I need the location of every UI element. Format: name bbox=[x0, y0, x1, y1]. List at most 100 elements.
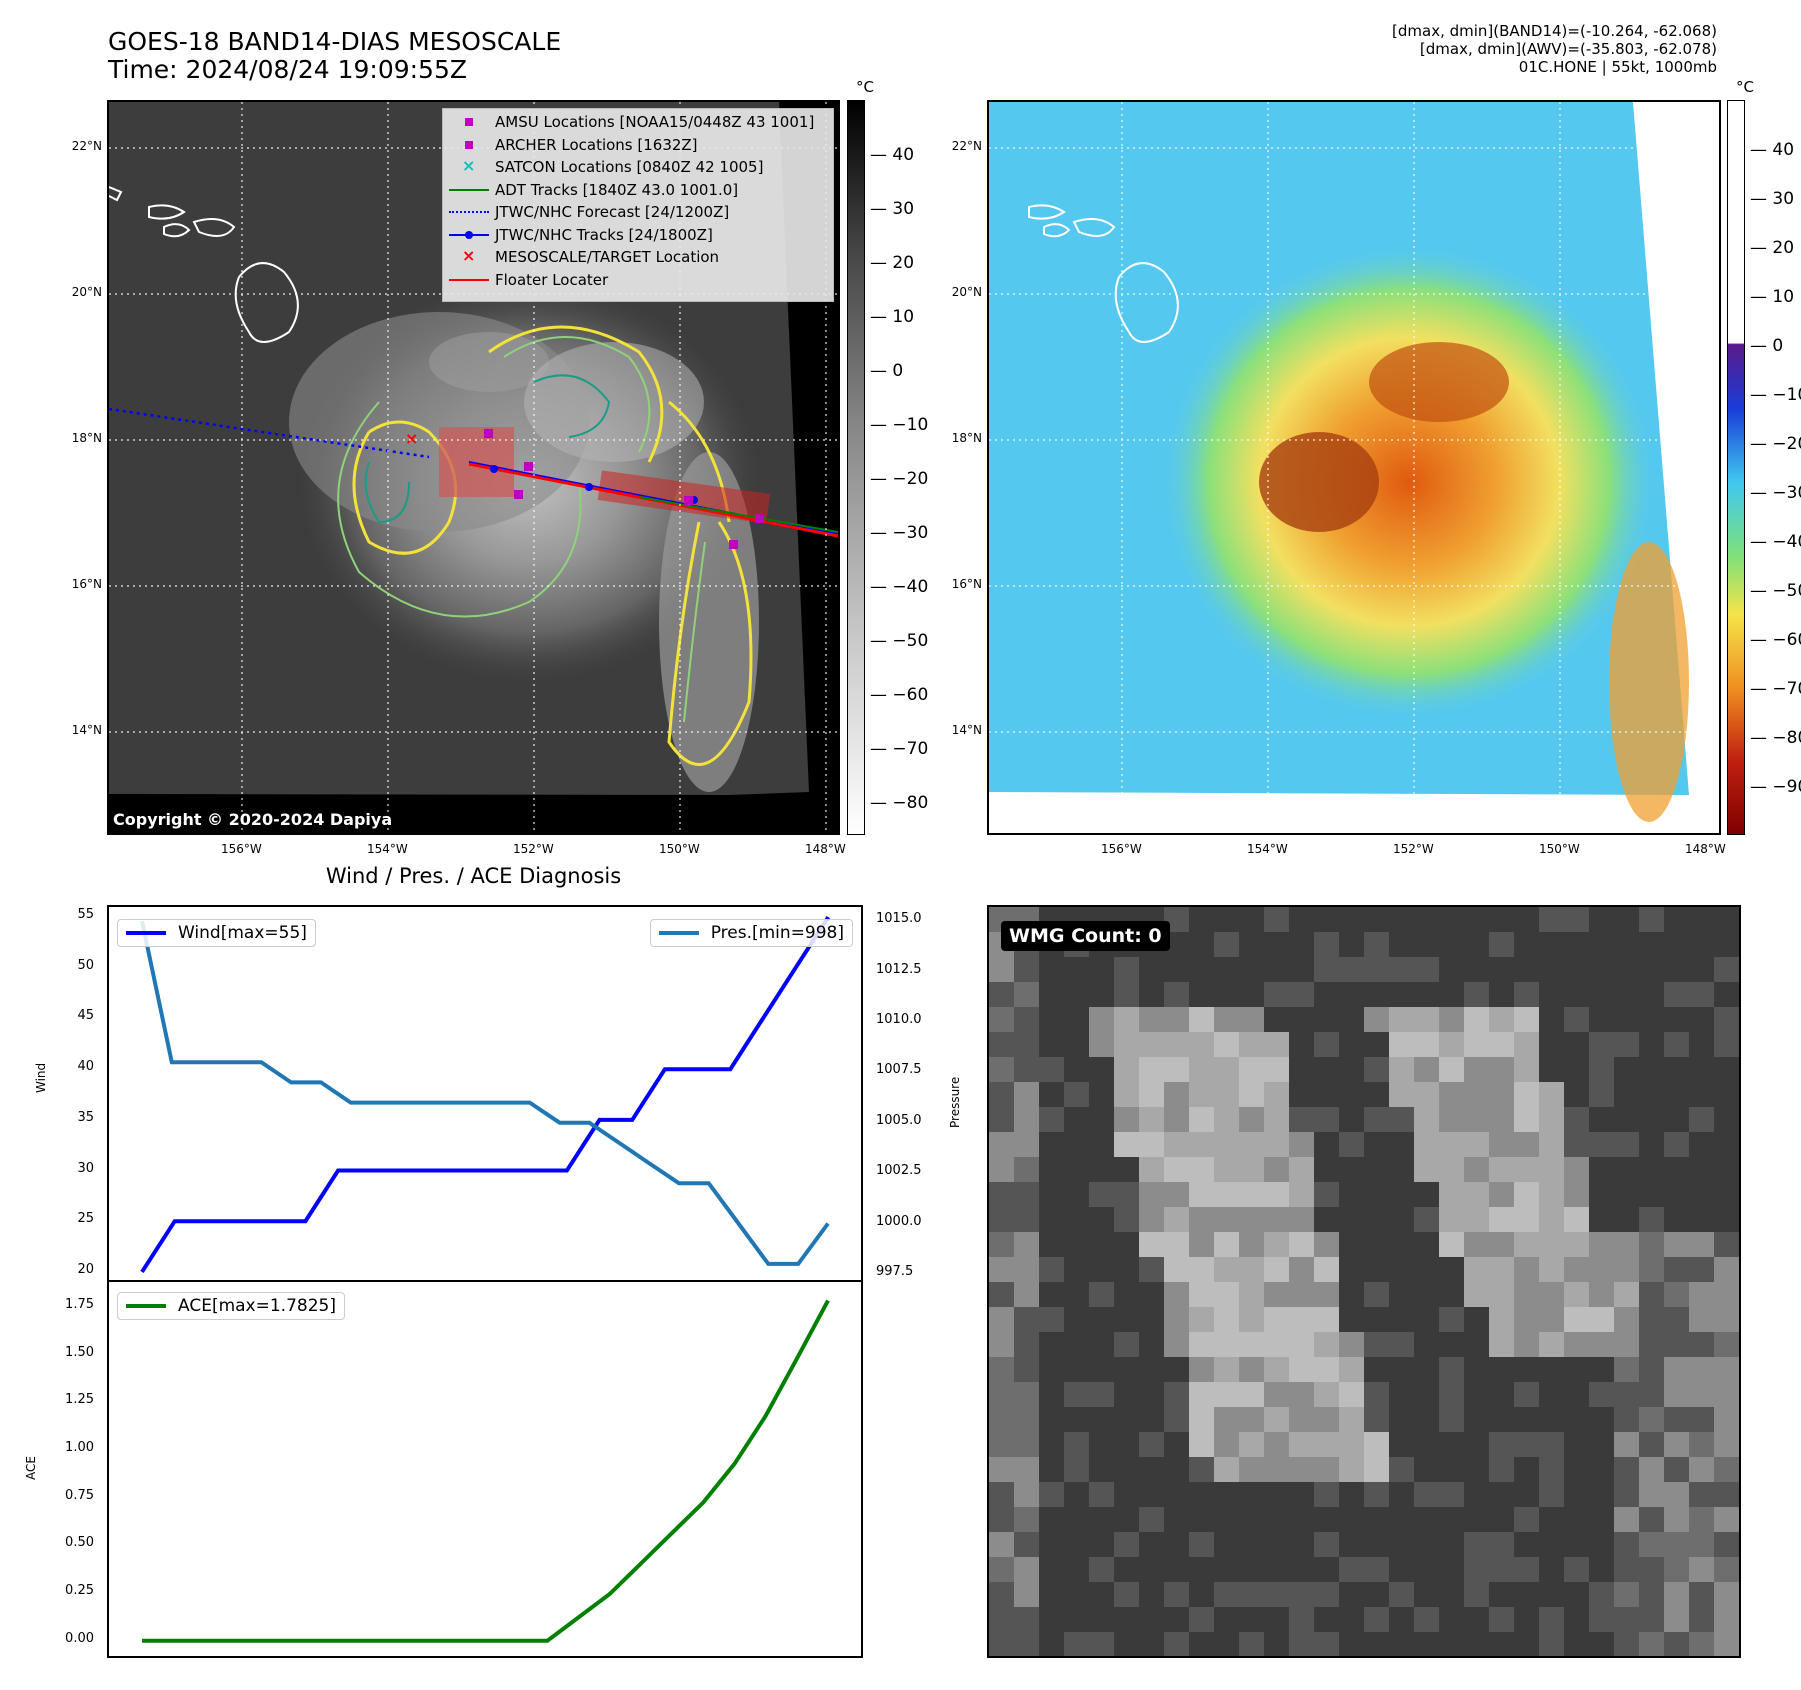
colorbar-tick: — 20 bbox=[1750, 238, 1795, 258]
colorbar-tick: — −20 bbox=[1750, 434, 1801, 454]
colorbar-tick: — −10 bbox=[870, 415, 929, 435]
legend-line-icon bbox=[658, 931, 699, 935]
copyright-text: Copyright © 2020-2024 Dapiya bbox=[113, 810, 393, 829]
legend-item-tracks: JTWC/NHC Tracks [24/1800Z] bbox=[449, 224, 827, 247]
legend-line-icon bbox=[126, 1304, 166, 1308]
axis-tick: 0.50 bbox=[65, 1535, 94, 1551]
legend-item-adt: ADT Tracks [1840Z 43.0 1001.0] bbox=[449, 179, 827, 202]
legend-square-icon bbox=[449, 137, 489, 153]
axis-tick: 0.00 bbox=[65, 1630, 94, 1646]
legend-item-amsu: AMSU Locations [NOAA15/0448Z 43 1001] bbox=[449, 111, 827, 134]
colorbar-tick: — −80 bbox=[870, 793, 929, 813]
lon-label: 148°W bbox=[805, 842, 846, 856]
lon-label: 154°W bbox=[367, 842, 408, 856]
figure-title: GOES-18 BAND14-DIAS MESOSCALE bbox=[108, 27, 562, 56]
legend-label: ADT Tracks [1840Z 43.0 1001.0] bbox=[495, 180, 739, 199]
wmg-panel[interactable]: WMG Count: 0 bbox=[987, 905, 1741, 1658]
legend-label: ARCHER Locations [1632Z] bbox=[495, 135, 698, 154]
legend-label: JTWC/NHC Tracks [24/1800Z] bbox=[495, 225, 713, 244]
ir-colorbar bbox=[847, 100, 865, 835]
ir-map-panel[interactable]: × Copyright © 2020-2024 Dapiya AMSU Loca… bbox=[107, 100, 840, 835]
colorbar-tick: — −50 bbox=[1750, 581, 1801, 601]
axis-tick: 1007.5 bbox=[876, 1062, 922, 1078]
lat-label: 18°N bbox=[951, 431, 982, 445]
legend-wind-label: Wind[max=55] bbox=[178, 923, 307, 943]
colorbar-tick: — 20 bbox=[870, 253, 915, 273]
wmg-count-badge: WMG Count: 0 bbox=[1001, 921, 1170, 951]
legend-label: AMSU Locations [NOAA15/0448Z 43 1001] bbox=[495, 113, 815, 131]
colorbar-tick: — −40 bbox=[1750, 532, 1801, 552]
pres-yticks: 997.5 1000.0 1002.5 1005.0 1007.5 1010.0 1012.… bbox=[868, 905, 940, 1282]
axis-tick: 40 bbox=[77, 1059, 94, 1075]
info-block: [dmax, dmin](BAND14)=(-10.264, -62.068) … bbox=[1117, 22, 1717, 76]
lon-label: 150°W bbox=[659, 842, 700, 856]
map-legend: AMSU Locations [NOAA15/0448Z 43 1001] AR… bbox=[442, 108, 834, 302]
legend-label: MESOSCALE/TARGET Location bbox=[495, 248, 720, 266]
legend-label: JTWC/NHC Forecast [24/1200Z] bbox=[495, 203, 730, 221]
lat-label: 16°N bbox=[71, 577, 102, 591]
lon-label: 156°W bbox=[1101, 842, 1142, 856]
awv-lat-labels: 22°N 20°N 18°N 16°N 14°N bbox=[910, 100, 982, 835]
axis-tick: 1.50 bbox=[65, 1344, 94, 1360]
awv-map-panel[interactable] bbox=[987, 100, 1721, 835]
legend-pres-label: Pres.[min=998] bbox=[710, 923, 844, 943]
legend-line-icon bbox=[126, 931, 166, 935]
colorbar-tick: — 40 bbox=[1750, 140, 1795, 160]
axis-tick: 1012.5 bbox=[876, 961, 922, 977]
colorbar-tick: — 0 bbox=[870, 361, 904, 381]
colorbar-tick: — 40 bbox=[870, 145, 915, 165]
wind-series bbox=[140, 916, 830, 1273]
legend-wind: Wind[max=55] bbox=[117, 919, 316, 947]
wind-axis-label: Wind bbox=[34, 1062, 48, 1093]
legend-item-floater: Floater Locater bbox=[449, 269, 827, 292]
awv-colorbar-unit: °C bbox=[1736, 78, 1754, 96]
axis-tick: 1002.5 bbox=[876, 1163, 922, 1179]
lat-label: 22°N bbox=[951, 139, 982, 153]
axis-tick: 1.75 bbox=[65, 1296, 94, 1312]
axis-tick: 0.75 bbox=[65, 1487, 94, 1503]
wind-pres-plot[interactable]: Wind[max=55] Pres.[min=998] bbox=[107, 905, 863, 1282]
ace-plot[interactable]: ACE[max=1.7825] bbox=[107, 1280, 863, 1658]
axis-tick: 55 bbox=[77, 907, 94, 923]
axis-tick: 45 bbox=[77, 1008, 94, 1024]
lat-label: 14°N bbox=[71, 723, 102, 737]
axis-tick: 50 bbox=[77, 957, 94, 973]
axis-tick: 35 bbox=[77, 1109, 94, 1125]
wmg-image bbox=[989, 907, 1739, 1656]
legend-item-target: × MESOSCALE/TARGET Location bbox=[449, 246, 827, 269]
lat-label: 22°N bbox=[71, 139, 102, 153]
ir-lat-labels: 22°N 20°N 18°N 16°N 14°N bbox=[30, 100, 102, 835]
ace-series bbox=[142, 1299, 830, 1643]
axis-tick: 1005.0 bbox=[876, 1112, 922, 1128]
legend-ace-label: ACE[max=1.7825] bbox=[178, 1296, 336, 1316]
ace-svg bbox=[141, 1299, 830, 1643]
lat-label: 18°N bbox=[71, 431, 102, 445]
lon-label: 148°W bbox=[1685, 842, 1726, 856]
legend-label: SATCON Locations [0840Z 42 1005] bbox=[495, 158, 764, 176]
awv-lon-labels: 156°W 154°W 152°W 150°W 148°W bbox=[987, 842, 1726, 860]
legend-line-dot-icon bbox=[449, 227, 489, 243]
colorbar-tick: — −20 bbox=[870, 469, 929, 489]
awv-colorbar-ticks: — 40 — 30 — 20 — 10 — 0 — −10 — −20 — −30 — −40 —… bbox=[1748, 100, 1801, 833]
lon-label: 154°W bbox=[1247, 842, 1288, 856]
colorbar-tick: — −70 bbox=[1750, 679, 1801, 699]
legend-item-forecast: JTWC/NHC Forecast [24/1200Z] bbox=[449, 201, 827, 224]
lat-label: 14°N bbox=[951, 723, 982, 737]
colorbar-tick: — −80 bbox=[1750, 728, 1801, 748]
axis-tick: 25 bbox=[77, 1211, 94, 1227]
legend-pres: Pres.[min=998] bbox=[649, 919, 853, 947]
legend-square-icon bbox=[449, 114, 489, 130]
ir-lon-labels: 156°W 154°W 152°W 150°W 148°W bbox=[107, 842, 846, 860]
legend-cross-icon: × bbox=[462, 156, 476, 176]
axis-tick: 0.25 bbox=[65, 1583, 94, 1599]
colorbar-tick: — −10 bbox=[1750, 385, 1801, 405]
axis-tick: 997.5 bbox=[876, 1263, 914, 1279]
legend-ace: ACE[max=1.7825] bbox=[117, 1292, 345, 1320]
legend-item-satcon: × SATCON Locations [0840Z 42 1005] bbox=[449, 156, 827, 179]
lat-label: 20°N bbox=[71, 285, 102, 299]
colorbar-tick: — 30 bbox=[1750, 189, 1795, 209]
pres-axis-label: Pressure bbox=[948, 1076, 962, 1128]
legend-item-archer: ARCHER Locations [1632Z] bbox=[449, 134, 827, 157]
colorbar-tick: — 30 bbox=[870, 199, 915, 219]
colorbar-tick: — 10 bbox=[1750, 287, 1795, 307]
